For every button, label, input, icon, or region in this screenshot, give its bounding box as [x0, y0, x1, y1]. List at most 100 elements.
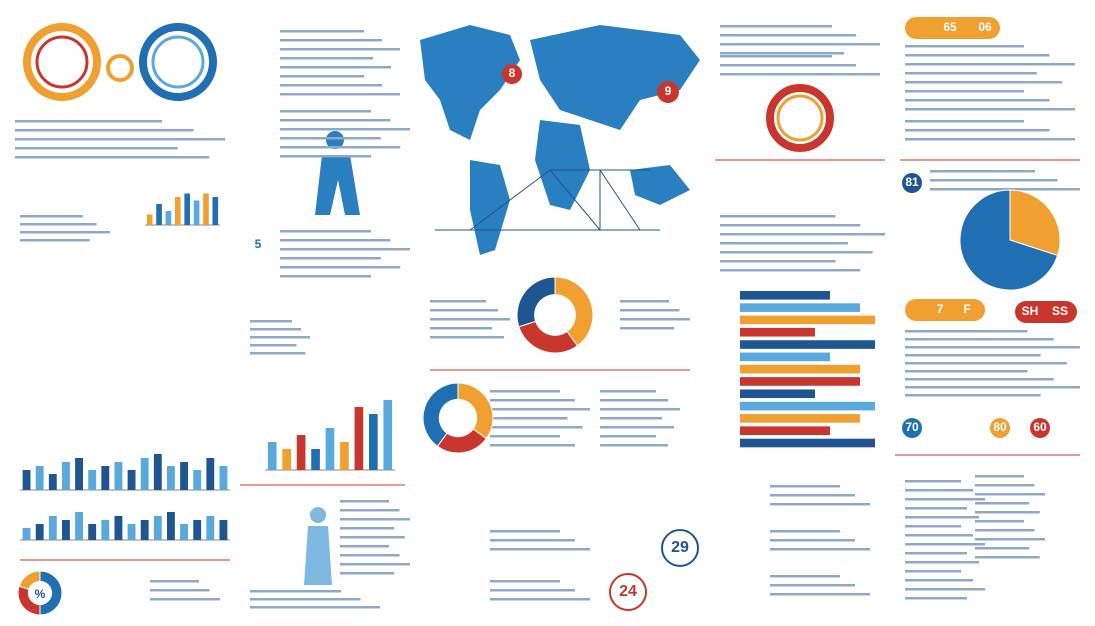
text-line: [490, 426, 583, 429]
text-line: [15, 156, 210, 159]
text-line: [490, 589, 575, 592]
bar: [369, 414, 378, 470]
text-line: [20, 231, 110, 234]
bar: [48, 474, 57, 490]
text-line: [150, 589, 210, 592]
text-line: [280, 257, 381, 260]
text-line: [720, 64, 856, 67]
text-line: [770, 575, 840, 578]
bar: [101, 520, 110, 540]
text-line: [340, 527, 395, 530]
text-line: [620, 309, 680, 312]
bar: [62, 520, 70, 540]
text-line: [250, 590, 341, 593]
bar: [740, 414, 860, 423]
text-line: [905, 480, 961, 483]
bar: [193, 200, 200, 225]
bar: [156, 204, 162, 225]
text-line: [770, 485, 840, 488]
text-line: [15, 147, 178, 150]
donut-hole: [27, 580, 53, 606]
text-line: [15, 129, 194, 132]
text-line: [430, 327, 492, 330]
text-line: [905, 561, 979, 564]
bar: [740, 291, 830, 300]
text-line: [975, 493, 1045, 496]
text-line: [905, 543, 985, 546]
text-line: [430, 309, 498, 312]
text-line: [975, 502, 1030, 505]
text-line: [340, 563, 410, 566]
badge-label: 81: [905, 175, 919, 189]
bar: [35, 524, 44, 540]
bar: [146, 214, 153, 225]
text-line: [720, 215, 836, 218]
text-line: [720, 43, 880, 46]
text-line: [905, 394, 1041, 397]
text-line: [490, 417, 568, 420]
bar: [48, 516, 57, 540]
bar: [212, 197, 219, 225]
text-line: [905, 108, 1075, 111]
donut-hole: [534, 294, 576, 336]
text-line: [905, 362, 1067, 365]
text-line: [490, 390, 560, 393]
bar: [740, 438, 875, 448]
badge-label: 06: [978, 20, 992, 34]
text-line: [490, 598, 590, 601]
text-line: [905, 525, 961, 528]
text-line: [930, 179, 1058, 182]
bar: [127, 470, 136, 490]
text-line: [975, 547, 1030, 550]
text-line: [600, 390, 656, 393]
text-line: [15, 138, 225, 141]
text-line: [720, 52, 844, 55]
text-line: [905, 597, 967, 600]
bar: [140, 458, 149, 490]
text-line: [905, 570, 961, 573]
text-line: [905, 138, 1075, 141]
text-line: [340, 500, 389, 503]
text-line: [430, 318, 510, 321]
text-line: [340, 518, 410, 521]
pie-slice: [1009, 189, 1061, 257]
pill: [905, 17, 1000, 39]
badge-label: 70: [905, 420, 919, 434]
bar: [740, 364, 860, 374]
text-line: [600, 417, 662, 420]
text-line: [20, 239, 90, 242]
text-line: [280, 146, 401, 149]
badge: [657, 81, 679, 103]
text-line: [770, 593, 870, 596]
bar: [114, 516, 123, 540]
dividers: [20, 159, 1080, 561]
text-line: [720, 242, 848, 245]
text-line: [250, 598, 361, 601]
text-line: [490, 444, 575, 447]
bar: [267, 442, 277, 470]
text-line: [905, 330, 1028, 333]
bar: [203, 193, 209, 225]
text-line: [280, 248, 410, 251]
text-line: [975, 475, 1024, 478]
badge: [609, 573, 647, 611]
bar: [740, 315, 875, 325]
bar: [740, 303, 860, 312]
bar: [193, 520, 202, 540]
text-line: [250, 320, 292, 323]
text-line: [600, 444, 668, 447]
bar: [282, 449, 291, 470]
badge: [902, 173, 922, 193]
bar: [153, 516, 162, 540]
text-line: [15, 120, 162, 123]
badge-label: 24: [619, 583, 637, 600]
text-line: [905, 99, 1050, 102]
bar: [740, 327, 815, 337]
text-line: [930, 188, 1080, 191]
text-line: [280, 119, 391, 122]
text-line: [280, 266, 401, 269]
text-line: [905, 54, 1050, 57]
text-line: [280, 230, 371, 233]
text-line: [250, 344, 297, 347]
text-line: [490, 580, 560, 583]
